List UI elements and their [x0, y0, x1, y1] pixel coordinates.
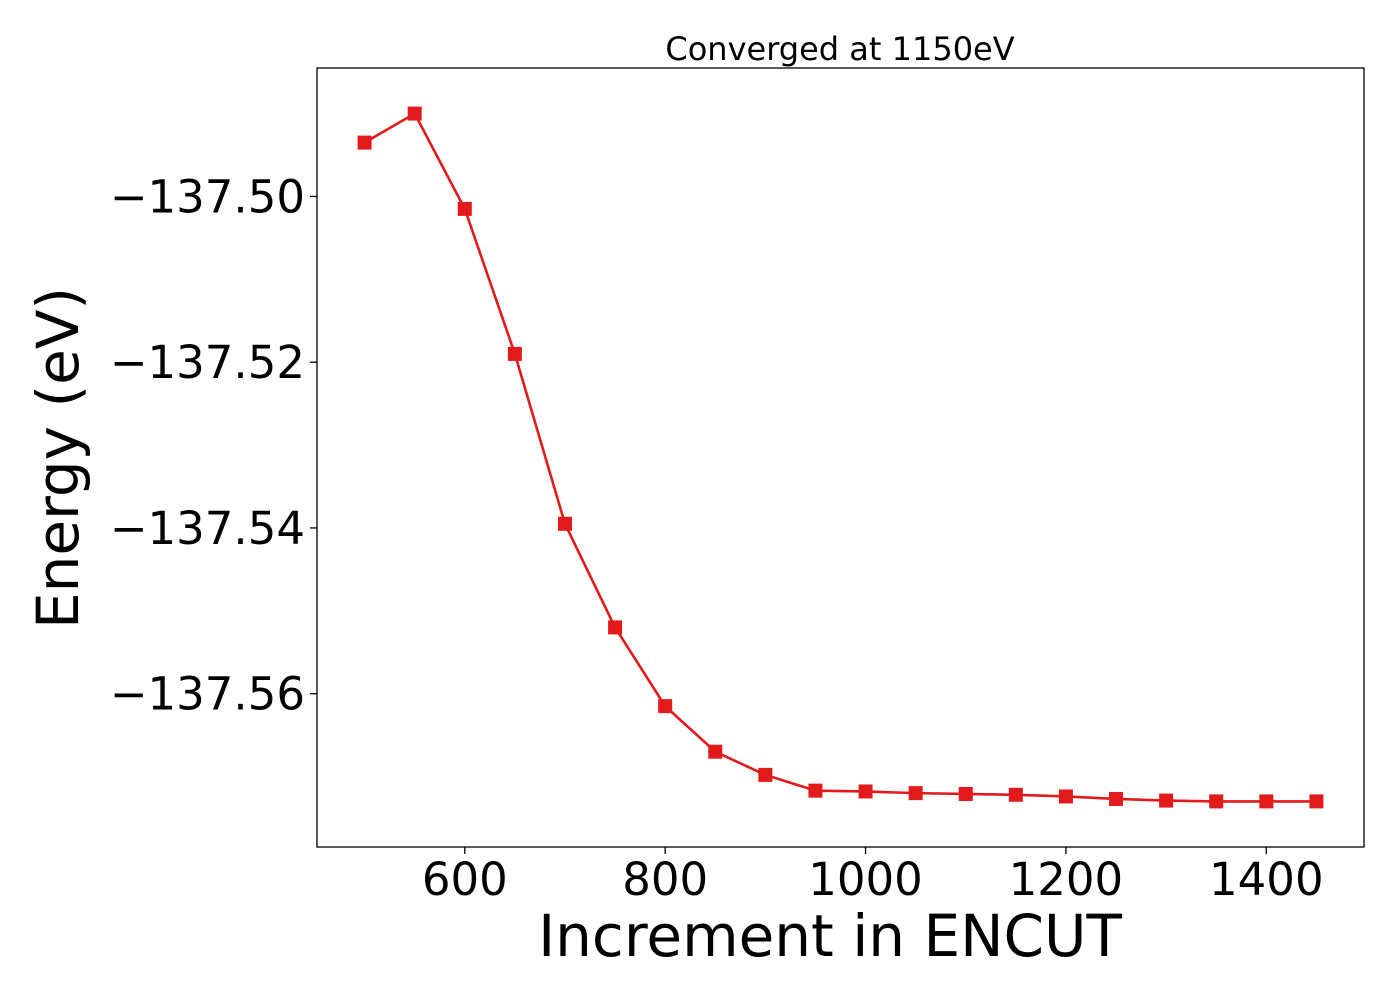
- y-tick-label: −137.56: [110, 668, 305, 721]
- data-point-marker: [858, 784, 873, 799]
- data-point-marker: [808, 783, 823, 798]
- x-tick-label: 600: [422, 853, 508, 906]
- data-point-marker: [608, 620, 623, 635]
- series-layer: [357, 106, 1324, 809]
- x-tick-label: 1200: [1009, 853, 1124, 906]
- data-point-marker: [1209, 794, 1224, 809]
- y-tick-label: −137.52: [110, 336, 305, 389]
- data-point-marker: [1159, 793, 1174, 808]
- data-point-marker: [1309, 794, 1324, 809]
- chart-title: Converged at 1150eV: [665, 30, 1014, 68]
- data-point-marker: [457, 201, 472, 216]
- data-point-marker: [557, 516, 572, 531]
- series-line: [363, 112, 1317, 803]
- x-tick-label: 1000: [808, 853, 923, 906]
- data-point-marker: [1008, 787, 1023, 802]
- data-point-marker: [658, 699, 673, 714]
- data-point-marker: [357, 135, 372, 150]
- y-tick-label: −137.54: [110, 502, 305, 555]
- x-axis-label: Increment in ENCUT: [538, 902, 1122, 970]
- plot-area: [316, 67, 1365, 848]
- x-tick-label: 800: [622, 853, 708, 906]
- x-axis: 600 800 1000 1200 1400: [422, 847, 1324, 906]
- data-point-marker: [708, 744, 723, 759]
- data-point-marker: [958, 786, 973, 801]
- y-axis-label: Energy (eV): [24, 287, 92, 629]
- data-point-marker: [1109, 791, 1124, 806]
- x-tick-label: 1400: [1209, 853, 1324, 906]
- data-point-marker: [407, 106, 422, 121]
- data-point-marker: [1058, 789, 1073, 804]
- data-point-marker: [758, 767, 773, 782]
- data-point-marker: [507, 346, 522, 361]
- data-point-marker: [1259, 794, 1274, 809]
- data-point-marker: [908, 786, 923, 801]
- y-tick-label: −137.50: [110, 170, 305, 223]
- y-axis: −137.50 −137.52 −137.54 −137.56: [110, 170, 317, 721]
